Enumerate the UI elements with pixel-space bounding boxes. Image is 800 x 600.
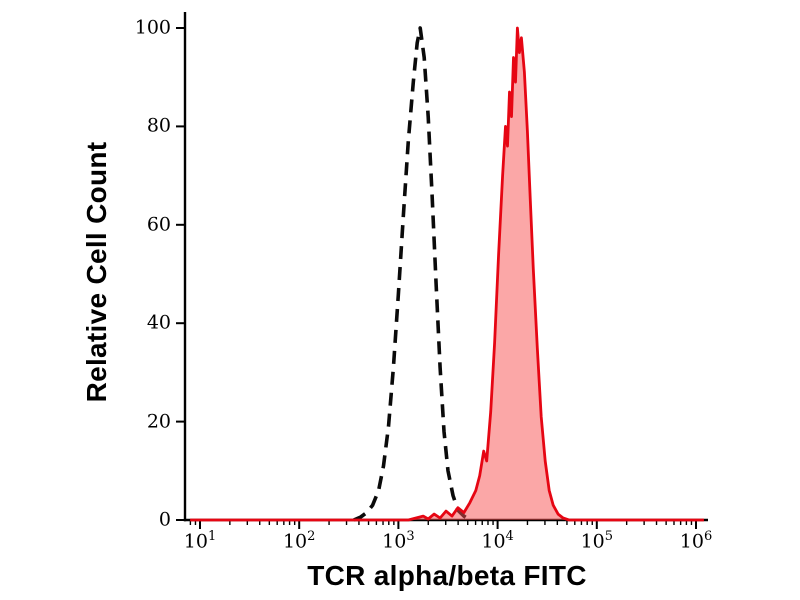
- x-tick-label: 104: [481, 529, 514, 553]
- y-tick-label: 20: [146, 410, 171, 433]
- x-tick-label: 103: [382, 529, 415, 553]
- control-dashed-curve: [353, 26, 471, 522]
- x-axis-title: TCR alpha/beta FITC: [307, 560, 587, 591]
- y-tick-label: 100: [134, 16, 171, 39]
- y-tick-label: 40: [146, 311, 171, 334]
- x-tick-label: 101: [183, 529, 217, 553]
- y-tick-label: 60: [146, 213, 171, 236]
- y-axis-title: Relative Cell Count: [81, 141, 112, 403]
- y-tick-label: 80: [146, 114, 171, 137]
- x-tick-label: 105: [580, 529, 614, 553]
- x-tick-label: 106: [679, 529, 713, 553]
- tcr-alpha-beta-fitc-red-curve: [190, 26, 704, 522]
- x-tick-label: 102: [282, 529, 316, 553]
- y-tick-label: 0: [158, 508, 171, 531]
